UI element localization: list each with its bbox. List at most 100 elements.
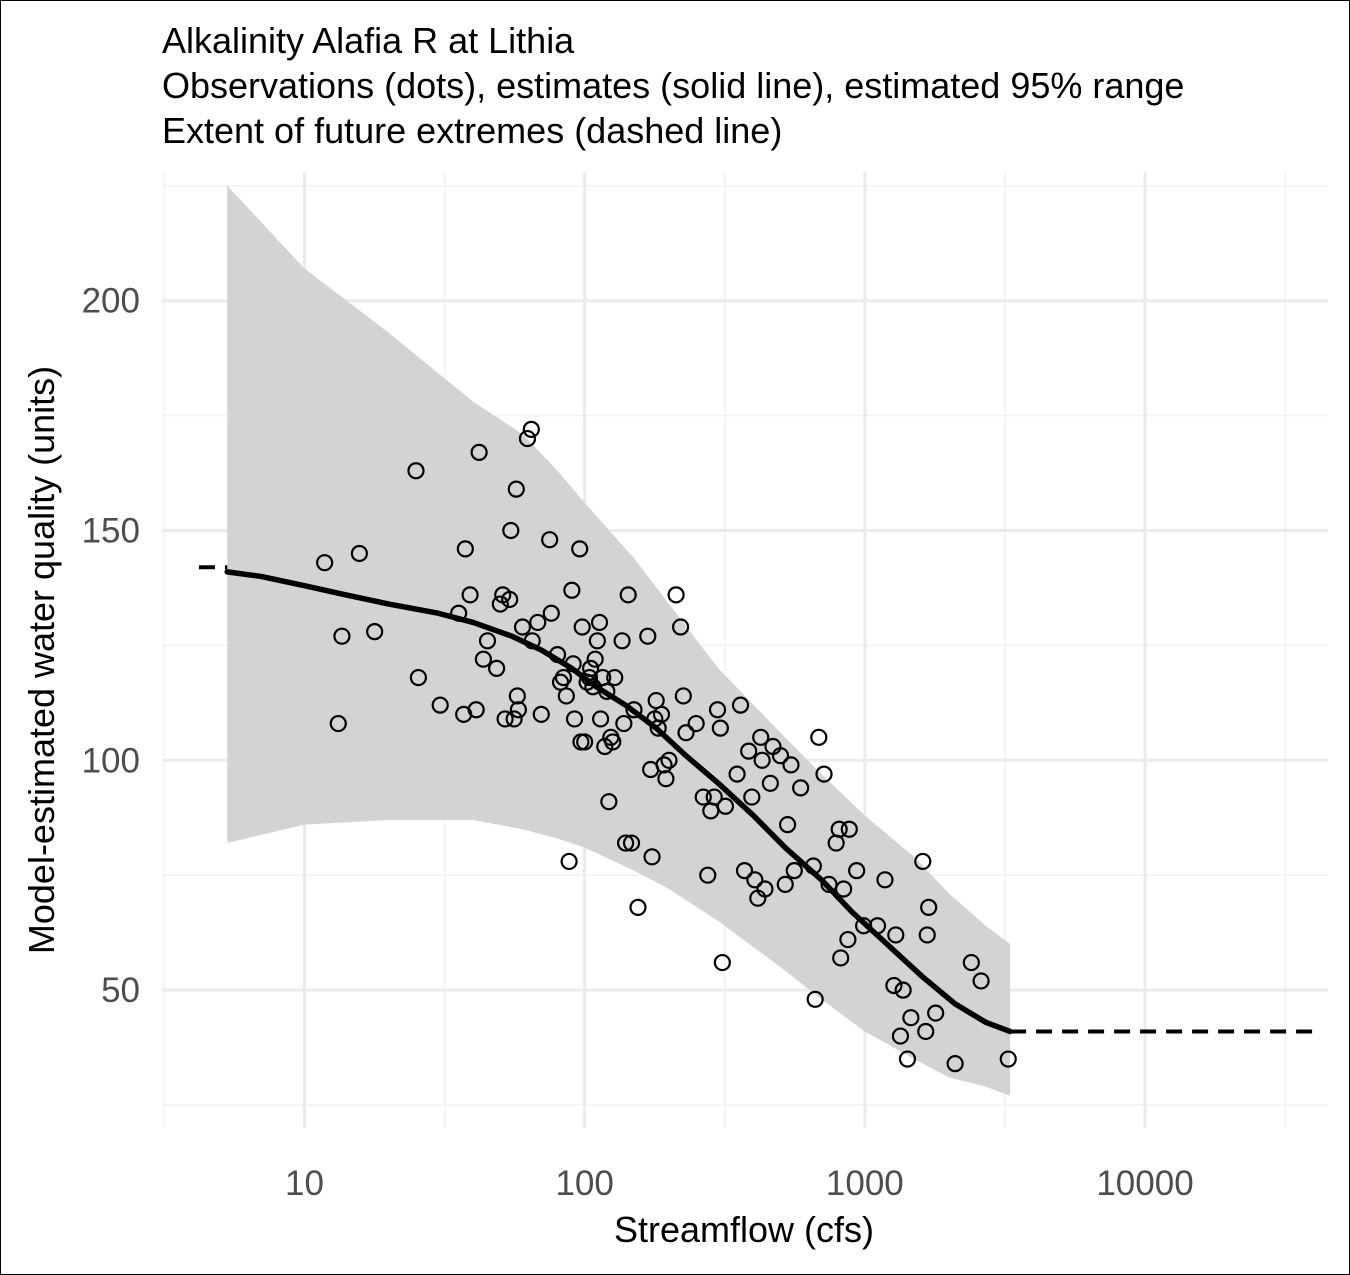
observation-point: [887, 926, 905, 944]
observation-point: [502, 521, 520, 540]
observation-point: [541, 531, 559, 549]
observation-point: [898, 1050, 917, 1068]
observation-point: [529, 613, 547, 632]
observation-point: [598, 682, 616, 700]
observation-point: [478, 632, 497, 650]
observation-point: [806, 990, 824, 1008]
observation-point: [619, 586, 637, 604]
observation-point: [496, 710, 514, 728]
observation-point: [848, 862, 866, 880]
observation-point: [927, 1004, 945, 1022]
observation-point: [674, 687, 692, 705]
observation-point: [885, 976, 903, 995]
observation-point: [571, 540, 589, 558]
observation-points-layer: [316, 420, 1017, 1073]
observation-point: [914, 852, 932, 871]
y-tick-label: 150: [82, 512, 140, 551]
observation-point: [902, 1009, 920, 1027]
observation-point: [523, 632, 541, 650]
observation-point: [876, 871, 894, 889]
observation-point: [785, 862, 803, 880]
observation-point: [316, 554, 334, 572]
observation-point: [746, 871, 764, 889]
chart-title-block: Alkalinity Alafia R at Lithia Observatio…: [162, 18, 1347, 153]
observation-point: [778, 816, 797, 834]
observation-point: [518, 429, 537, 448]
observation-point: [333, 627, 351, 645]
observation-point: [761, 774, 779, 792]
observation-point: [660, 751, 678, 769]
observation-point: [835, 880, 853, 898]
observation-point: [792, 779, 810, 797]
observation-point: [366, 623, 384, 641]
observation-point: [711, 719, 729, 737]
observation-point: [580, 668, 599, 687]
observation-point: [672, 618, 690, 636]
observation-point: [694, 788, 712, 806]
observation-point: [590, 613, 609, 632]
observation-point: [615, 714, 633, 733]
observation-point: [554, 668, 573, 687]
minor-gridlines: [162, 172, 1328, 1128]
observation-point: [622, 834, 641, 852]
observation-point: [830, 820, 848, 838]
observation-point: [962, 953, 980, 972]
observation-point: [716, 797, 735, 815]
observation-point: [999, 1050, 1017, 1068]
observation-point: [839, 930, 857, 949]
observation-point: [542, 604, 560, 622]
x-tick-label: 10000: [1096, 1164, 1193, 1203]
observation-point: [918, 926, 936, 944]
observation-point: [771, 747, 790, 765]
observation-point: [513, 618, 532, 636]
observation-point: [576, 733, 594, 751]
observation-point: [467, 701, 485, 719]
observation-point: [756, 880, 774, 898]
observation-point: [946, 1055, 964, 1073]
y-tick-label: 50: [101, 971, 140, 1010]
observation-point: [840, 820, 858, 838]
observation-point: [782, 756, 800, 774]
y-axis-label: Model-estimated water quality (units): [21, 366, 62, 954]
observation-point: [407, 462, 425, 480]
observation-point: [456, 540, 474, 558]
chart-subtitle-1: Observations (dots), estimates (solid li…: [162, 65, 1185, 106]
observation-point: [657, 770, 675, 788]
observation-point: [532, 705, 550, 723]
observation-point: [329, 714, 347, 733]
observation-point: [501, 590, 519, 609]
observation-point: [350, 544, 368, 563]
chart-subtitle-2: Extent of future extremes (dashed line): [162, 110, 783, 151]
observation-point: [832, 949, 850, 967]
observation-point: [629, 898, 647, 916]
future-extremes-layer: [198, 565, 1314, 1034]
observation-point: [548, 645, 567, 664]
observation-point: [431, 696, 449, 714]
observation-point: [625, 701, 643, 719]
observation-point: [731, 696, 750, 714]
observation-point: [677, 724, 695, 742]
observation-point: [522, 420, 540, 438]
observation-point: [508, 687, 526, 705]
observation-point: [617, 834, 635, 852]
observation-point: [613, 632, 631, 650]
observation-point: [563, 581, 581, 599]
tick-labels-layer: 10 100 1000 10000 50 100 150 200: [82, 282, 1194, 1203]
x-axis-label: Streamflow (cfs): [614, 1209, 874, 1250]
observation-point: [894, 981, 912, 999]
observation-point: [652, 705, 671, 723]
chart-title: Alkalinity Alafia R at Lithia: [162, 20, 575, 61]
observation-point: [743, 788, 761, 806]
confidence-band: [227, 185, 1011, 1096]
observation-point: [705, 788, 723, 806]
observation-point: [461, 586, 479, 604]
confidence-band-layer: [227, 185, 1011, 1096]
observation-point: [687, 714, 705, 733]
observation-point: [582, 659, 600, 677]
observation-point: [604, 733, 622, 751]
x-tick-label: 10: [285, 1164, 324, 1203]
observation-point: [586, 650, 604, 668]
observation-point: [891, 1027, 910, 1045]
observation-point: [491, 595, 509, 613]
